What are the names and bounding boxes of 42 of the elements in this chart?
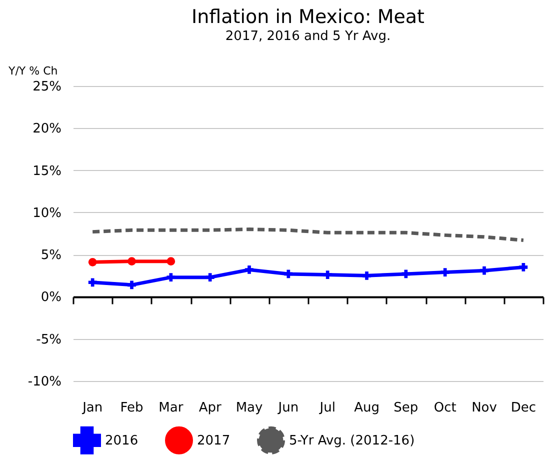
y-tick-label: 20%	[32, 122, 62, 137]
x-tick-label: Mar	[158, 400, 184, 416]
point	[128, 257, 136, 266]
chart-title: Inflation in Mexico: Meat	[191, 6, 425, 28]
y-tick-label: 15%	[32, 164, 62, 179]
point	[166, 257, 176, 266]
point	[206, 273, 214, 282]
x-tick-label: Nov	[472, 400, 498, 416]
point	[88, 258, 97, 266]
legend-label: 2017	[197, 433, 230, 448]
point	[519, 263, 528, 272]
legend-label: 5-Yr Avg. (2012-16)	[289, 433, 415, 448]
point	[323, 270, 332, 279]
y-tick-label: 5%	[40, 248, 62, 264]
y-tick-label: -5%	[36, 332, 62, 348]
y-tick-label: 0%	[40, 290, 62, 306]
point	[402, 270, 410, 278]
point	[480, 266, 488, 275]
x-tick-label: May	[236, 400, 263, 416]
line-series	[90, 228, 526, 242]
chart-subtitle: 2017, 2016 and 5 Yr Avg.	[225, 29, 391, 44]
y-axis-title: Y/Y % Ch	[8, 64, 58, 78]
x-tick-label: Oct	[434, 400, 456, 416]
point	[245, 266, 254, 274]
x-tick-label: Jul	[318, 400, 336, 416]
x-tick-label: Jun	[277, 400, 299, 416]
y-tick-label: -10%	[28, 374, 62, 390]
point	[440, 268, 450, 276]
x-tick-label: Dec	[510, 400, 536, 416]
point	[362, 271, 371, 280]
x-tick-label: Jan	[82, 400, 103, 416]
point	[284, 270, 293, 278]
point	[88, 278, 97, 287]
x-tick-label: Sep	[394, 400, 418, 416]
y-tick-label: 10%	[32, 206, 62, 221]
point	[128, 280, 136, 290]
legend-label: 2016	[105, 433, 138, 448]
point	[166, 273, 176, 282]
x-tick-label: Feb	[120, 400, 144, 416]
x-tick-label: Aug	[354, 400, 380, 416]
x-tick-label: Apr	[198, 400, 222, 416]
y-tick-label: 25%	[32, 80, 62, 94]
